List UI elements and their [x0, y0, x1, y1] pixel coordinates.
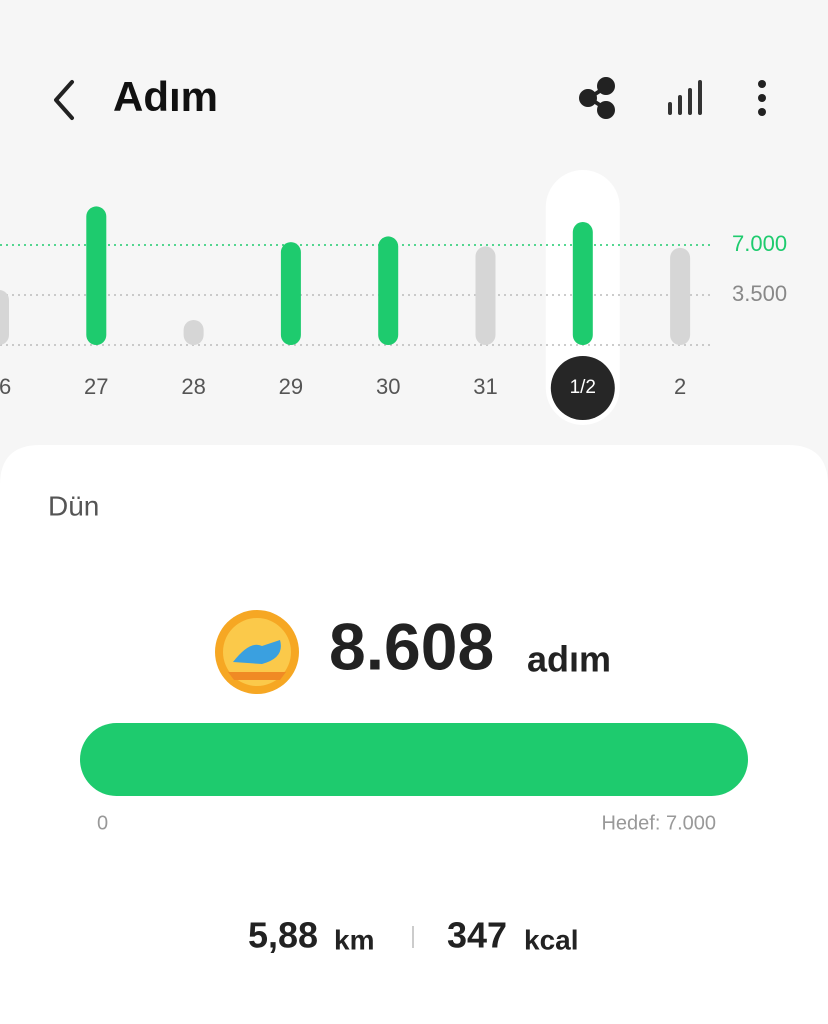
y-tick-label: 7.000 — [732, 231, 787, 256]
chart-type-button[interactable] — [668, 80, 702, 115]
step-unit: adım — [527, 639, 611, 680]
step-count: 8.608 — [329, 609, 494, 683]
more-button[interactable] — [758, 80, 766, 116]
x-tick-label: 1/2 — [570, 377, 596, 398]
bar — [280, 242, 301, 345]
page-title: Adım — [113, 73, 218, 120]
distance-unit: km — [334, 924, 374, 955]
bar — [0, 290, 9, 345]
y-tick-label: 3.500 — [732, 281, 787, 306]
back-button[interactable] — [54, 80, 74, 120]
bar — [378, 236, 399, 345]
progress-bar — [80, 723, 748, 796]
goal-label: Hedef: 7.000 — [601, 812, 716, 834]
x-tick-label: 27 — [84, 374, 108, 399]
calories-value: 347 — [447, 915, 507, 956]
progress-min: 0 — [97, 812, 108, 834]
x-tick-label: 28 — [181, 374, 205, 399]
bar — [670, 247, 691, 345]
x-tick-label: 26 — [0, 374, 11, 399]
calories-unit: kcal — [524, 924, 579, 955]
x-tick-label: 30 — [376, 374, 400, 399]
x-tick-label: 29 — [279, 374, 303, 399]
bar — [183, 320, 204, 345]
x-tick-label: 31 — [473, 374, 497, 399]
selected-date-marker — [550, 356, 615, 420]
bar — [86, 206, 107, 345]
bar — [475, 246, 496, 345]
share-button[interactable] — [579, 77, 615, 119]
bar — [572, 222, 593, 345]
steps-chart: 3.500 7.000 26 27 28 29 30 31 1/2 2 — [0, 170, 787, 425]
achievement-badge — [215, 610, 299, 694]
period-label: Dün — [48, 490, 99, 521]
x-tick-label: 2 — [674, 374, 686, 399]
distance-value: 5,88 — [248, 915, 318, 956]
